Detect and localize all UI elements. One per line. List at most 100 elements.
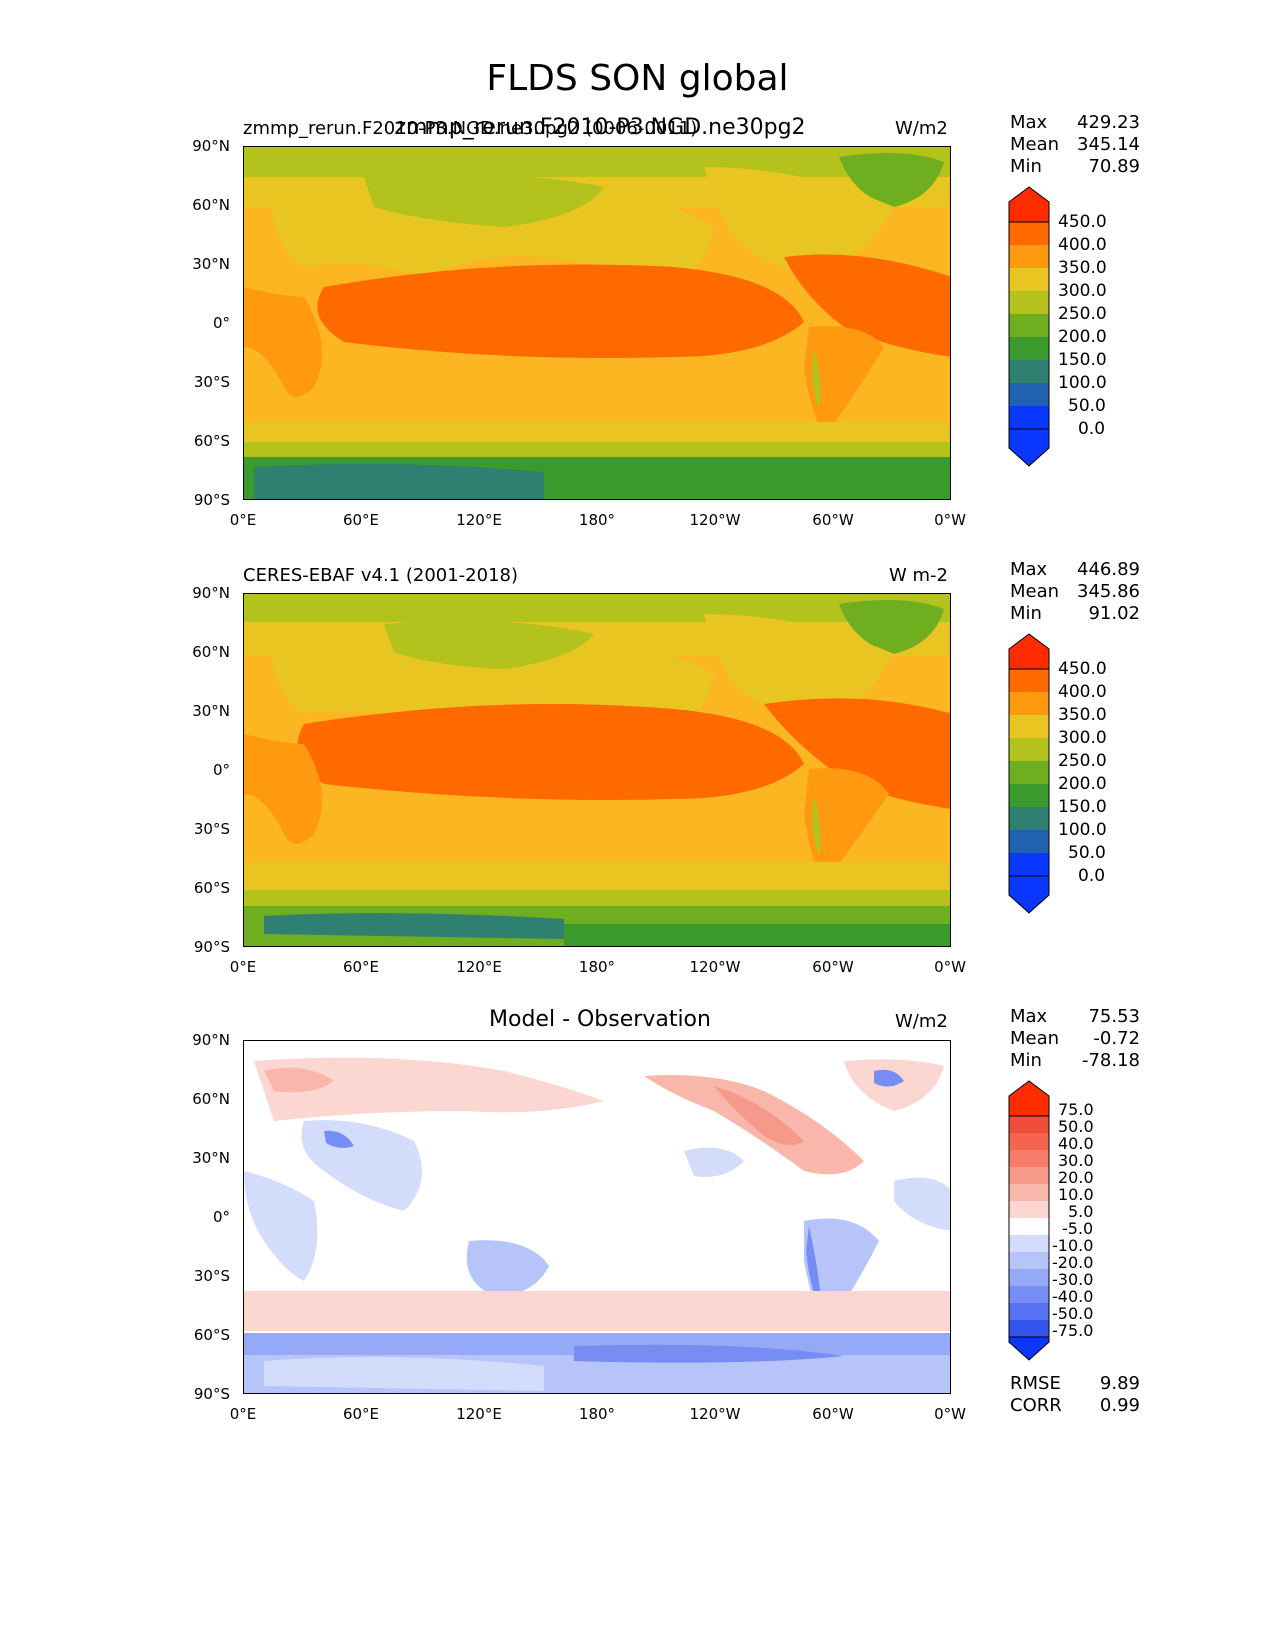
diff-xtick-0e: 0°E: [229, 1405, 257, 1423]
panel-model-colorbar: [1008, 186, 1052, 468]
panel-diff-extra-stats: RMSE 9.89 CORR 0.99: [1010, 1373, 1140, 1417]
obs-field: [244, 594, 950, 946]
obs-ytick-90n: 90°N: [192, 584, 230, 602]
diff-xtick-180: 180°: [578, 1405, 616, 1423]
stat-label: Mean: [1010, 1028, 1060, 1049]
cbar-label: 300.0: [1058, 281, 1107, 301]
model-xtick-60e: 60°E: [342, 511, 380, 529]
model-xtick-60w: 60°W: [812, 511, 854, 529]
model-xtick-120w: 120°W: [689, 511, 741, 529]
cbar-label: 0.0: [1078, 419, 1106, 439]
cbar-label: 200.0: [1058, 774, 1107, 794]
cbar-label: 450.0: [1058, 659, 1107, 679]
obs-ytick-30s: 30°S: [193, 820, 230, 838]
model-ytick-30n: 30°N: [192, 255, 230, 273]
obs-ytick-90s: 90°S: [193, 938, 230, 956]
panel-model-stats: Max 429.23 Mean 345.14 Min 70.89: [1010, 112, 1140, 178]
cbar-label: 350.0: [1058, 258, 1107, 278]
panel-model-left-title: zmmp_rerun.F2010-P3.NGD.ne30pg2 (0006-00…: [243, 118, 698, 139]
cbar-label: -30.0: [1052, 1270, 1094, 1289]
model-xtick-0w: 0°W: [934, 511, 966, 529]
cbar-label: 150.0: [1058, 797, 1107, 817]
model-ytick-90s: 90°S: [193, 491, 230, 509]
cbar-label: 50.0: [1058, 1117, 1094, 1136]
stat-value: 345.14: [1077, 134, 1140, 155]
panel-obs-units: W m-2: [889, 565, 949, 586]
stat-value: -0.72: [1093, 1028, 1140, 1049]
cbar-label: 40.0: [1058, 1134, 1094, 1153]
cbar-label: 400.0: [1058, 235, 1107, 255]
model-ytick-90n: 90°N: [192, 137, 230, 155]
stat-value: 345.86: [1077, 581, 1140, 602]
stat-label: Max: [1010, 1006, 1048, 1027]
obs-ytick-30n: 30°N: [192, 702, 230, 720]
obs-ytick-60s: 60°S: [193, 879, 230, 897]
obs-xtick-120w: 120°W: [689, 958, 741, 976]
model-xtick-120e: 120°E: [456, 511, 502, 529]
stat-value: 9.89: [1099, 1373, 1140, 1394]
obs-xtick-0e: 0°E: [229, 958, 257, 976]
panel-obs-left-title: CERES-EBAF v4.1 (2001-2018): [243, 565, 519, 586]
cbar-label: 250.0: [1058, 304, 1107, 324]
stat-label: Max: [1010, 559, 1048, 580]
panel-model-center-title: zmmp_rerun.F2010-P3.NGD.ne30pg2: [394, 115, 806, 140]
stat-value: 70.89: [1088, 156, 1140, 177]
obs-ytick-0: 0°: [212, 761, 230, 779]
model-xtick-0e: 0°E: [229, 511, 257, 529]
model-ytick-60n: 60°N: [192, 196, 230, 214]
stat-value: 91.02: [1088, 603, 1140, 624]
cbar-label: 150.0: [1058, 350, 1107, 370]
stat-label: Min: [1010, 1050, 1042, 1071]
cbar-label: 50.0: [1068, 843, 1106, 863]
stat-label: Mean: [1010, 134, 1060, 155]
diff-xtick-60w: 60°W: [812, 1405, 854, 1423]
obs-ytick-60n: 60°N: [192, 643, 230, 661]
obs-xtick-120e: 120°E: [456, 958, 502, 976]
diff-xtick-120e: 120°E: [456, 1405, 502, 1423]
cbar-label: -5.0: [1062, 1219, 1094, 1238]
colorbar-graphic: [1008, 186, 1050, 467]
diff-ytick-30s: 30°S: [193, 1267, 230, 1285]
stat-value: 429.23: [1077, 112, 1140, 133]
stat-label: Mean: [1010, 581, 1060, 602]
stat-label: Min: [1010, 156, 1042, 177]
cbar-label: 5.0: [1068, 1202, 1094, 1221]
panel-diff-center-title: Model - Observation: [489, 1007, 711, 1032]
cbar-label: -20.0: [1052, 1253, 1094, 1272]
panel-obs-colorbar: [1008, 633, 1052, 915]
cbar-label: -40.0: [1052, 1287, 1094, 1306]
model-xtick-180: 180°: [578, 511, 616, 529]
diff-ytick-60s: 60°S: [193, 1326, 230, 1344]
stat-value: 0.99: [1099, 1395, 1140, 1416]
cbar-label: 300.0: [1058, 728, 1107, 748]
stat-value: -78.18: [1081, 1050, 1140, 1071]
cbar-label: 10.0: [1058, 1185, 1094, 1204]
model-field: [244, 147, 950, 499]
stat-label: Min: [1010, 603, 1042, 624]
panel-model-units: W/m2: [895, 118, 948, 139]
cbar-label: 100.0: [1058, 820, 1107, 840]
cbar-label: 400.0: [1058, 682, 1107, 702]
model-ytick-30s: 30°S: [193, 373, 230, 391]
diff-ytick-60n: 60°N: [192, 1090, 230, 1108]
panel-diff-map: [243, 1040, 951, 1394]
figure-title: FLDS SON global: [486, 58, 789, 99]
panel-diff-colorbar: [1008, 1080, 1052, 1362]
stat-label: Max: [1010, 112, 1048, 133]
diff-ytick-90s: 90°S: [193, 1385, 230, 1403]
diff-xtick-0w: 0°W: [934, 1405, 966, 1423]
colorbar-graphic: [1008, 633, 1050, 914]
cbar-label: 250.0: [1058, 751, 1107, 771]
obs-xtick-60e: 60°E: [342, 958, 380, 976]
diff-ytick-0: 0°: [212, 1208, 230, 1226]
model-ytick-60s: 60°S: [193, 432, 230, 450]
stat-value: 446.89: [1077, 559, 1140, 580]
panel-model-map: [243, 146, 951, 500]
panel-diff-units: W/m2: [895, 1011, 948, 1032]
panel-diff-stats: Max 75.53 Mean -0.72 Min -78.18: [1010, 1006, 1140, 1072]
cbar-label: -75.0: [1052, 1321, 1094, 1340]
obs-xtick-180: 180°: [578, 958, 616, 976]
cbar-label: 100.0: [1058, 373, 1107, 393]
stat-label: RMSE: [1010, 1373, 1061, 1394]
cbar-label: 30.0: [1058, 1151, 1094, 1170]
